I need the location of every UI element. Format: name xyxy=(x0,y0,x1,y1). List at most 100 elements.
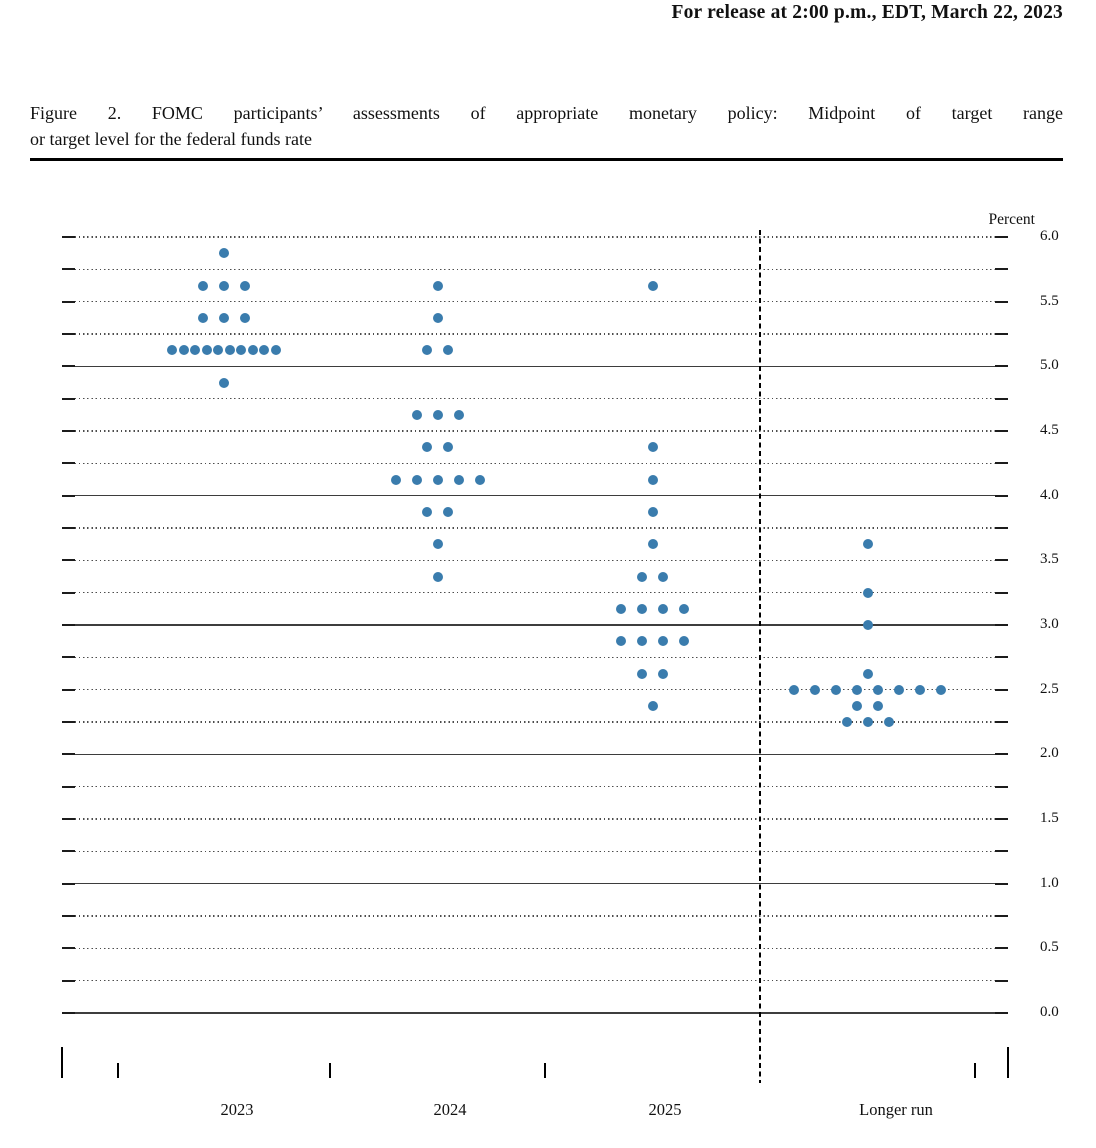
gridline-dotted xyxy=(62,236,1008,238)
right-axis-tick xyxy=(995,462,1008,465)
title-rule xyxy=(30,158,1063,161)
gridline-dotted xyxy=(62,430,1008,432)
gridline-dotted xyxy=(62,268,1008,271)
x-axis-section-tick xyxy=(329,1063,331,1078)
left-axis-tick xyxy=(62,462,75,465)
right-axis-tick xyxy=(995,624,1008,626)
right-axis-tick xyxy=(995,882,1008,885)
left-axis-tick xyxy=(62,365,75,368)
dot xyxy=(432,312,443,323)
gridline-dotted xyxy=(62,947,1008,950)
dot xyxy=(411,409,422,420)
y-axis-tick-label: 1.5 xyxy=(1040,810,1059,826)
x-axis-label-2024: 2024 xyxy=(433,1100,467,1119)
x-axis-end-tick xyxy=(61,1047,63,1078)
figure-title-line2: or target level for the federal funds ra… xyxy=(30,129,313,149)
dot xyxy=(936,684,946,695)
y-axis-tick-label: 3.0 xyxy=(1040,616,1059,632)
dot xyxy=(240,280,250,291)
gridline-solid xyxy=(62,753,1008,756)
dot xyxy=(443,442,453,453)
dot xyxy=(190,345,201,356)
dot xyxy=(432,474,443,485)
right-axis-tick xyxy=(995,397,1008,400)
dot xyxy=(658,603,668,614)
right-axis-tick xyxy=(995,494,1008,497)
left-axis-tick xyxy=(62,430,75,432)
left-axis-tick xyxy=(62,559,75,562)
y-axis-tick-label: 5.5 xyxy=(1040,292,1059,309)
y-axis-tick-label: 5.0 xyxy=(1040,357,1059,374)
dot xyxy=(852,684,862,695)
y-axis-tick-label: 1.0 xyxy=(1040,874,1059,891)
dot xyxy=(432,539,443,550)
left-axis-tick xyxy=(62,979,75,982)
dot xyxy=(862,587,873,598)
dot xyxy=(219,312,229,323)
dot xyxy=(658,668,668,679)
gridline-solid xyxy=(62,365,1008,368)
dot xyxy=(894,684,904,695)
longer-run-separator xyxy=(758,230,762,1083)
left-axis-tick xyxy=(62,494,75,497)
right-axis-tick xyxy=(995,721,1008,723)
y-axis-tick-label: 6.0 xyxy=(1040,228,1059,244)
y-axis-tick-label: 3.5 xyxy=(1040,551,1059,568)
dot xyxy=(198,280,208,291)
dot xyxy=(213,345,224,356)
right-axis-tick xyxy=(995,850,1008,853)
right-axis-tick xyxy=(995,1012,1008,1014)
gridline-dotted xyxy=(62,818,1008,820)
right-axis-tick xyxy=(995,365,1008,368)
dot xyxy=(637,636,647,647)
dot xyxy=(422,345,432,356)
dot xyxy=(453,474,464,485)
dot xyxy=(432,409,443,420)
right-axis-tick xyxy=(995,947,1008,950)
y-axis-tick-label: 0.5 xyxy=(1040,939,1059,956)
right-axis-tick xyxy=(995,559,1008,562)
figure-title-line1: Figure 2. FOMC participants’ assessments… xyxy=(30,103,1063,123)
dot xyxy=(236,345,247,356)
dot xyxy=(647,506,658,517)
dot xyxy=(679,636,689,647)
right-axis-tick xyxy=(995,818,1008,820)
right-axis-tick xyxy=(995,236,1008,238)
dot xyxy=(647,474,658,485)
gridline-dotted xyxy=(62,979,1008,982)
dot xyxy=(831,684,841,695)
dot xyxy=(219,280,229,291)
dot xyxy=(862,620,873,630)
dot xyxy=(658,636,668,647)
left-axis-tick xyxy=(62,624,75,626)
dot xyxy=(637,668,647,679)
dot xyxy=(915,684,925,695)
dot xyxy=(422,442,432,453)
gridline-dotted xyxy=(62,688,1008,691)
gridline-dotted xyxy=(62,721,1008,723)
left-axis-tick xyxy=(62,882,75,885)
gridline-dotted xyxy=(62,656,1008,659)
dot xyxy=(883,717,894,727)
dot xyxy=(873,684,883,695)
dot xyxy=(647,280,658,291)
right-axis-tick xyxy=(995,430,1008,432)
left-axis-tick xyxy=(62,268,75,271)
dot xyxy=(810,684,820,695)
dot xyxy=(219,248,229,259)
left-axis-tick xyxy=(62,721,75,723)
dot xyxy=(443,506,453,517)
x-axis-label-longer-run: Longer run xyxy=(859,1100,933,1119)
dot xyxy=(247,345,258,356)
gridline-dotted xyxy=(62,785,1008,788)
gridline-solid xyxy=(62,624,1008,626)
right-axis-tick xyxy=(995,333,1008,335)
y-axis-tick-label: 2.0 xyxy=(1040,745,1059,762)
x-axis-section-tick xyxy=(117,1063,119,1078)
dot xyxy=(390,474,401,485)
gridline-solid xyxy=(62,494,1008,497)
left-axis-tick xyxy=(62,397,75,400)
left-axis-tick xyxy=(62,785,75,788)
right-axis-tick xyxy=(995,785,1008,788)
